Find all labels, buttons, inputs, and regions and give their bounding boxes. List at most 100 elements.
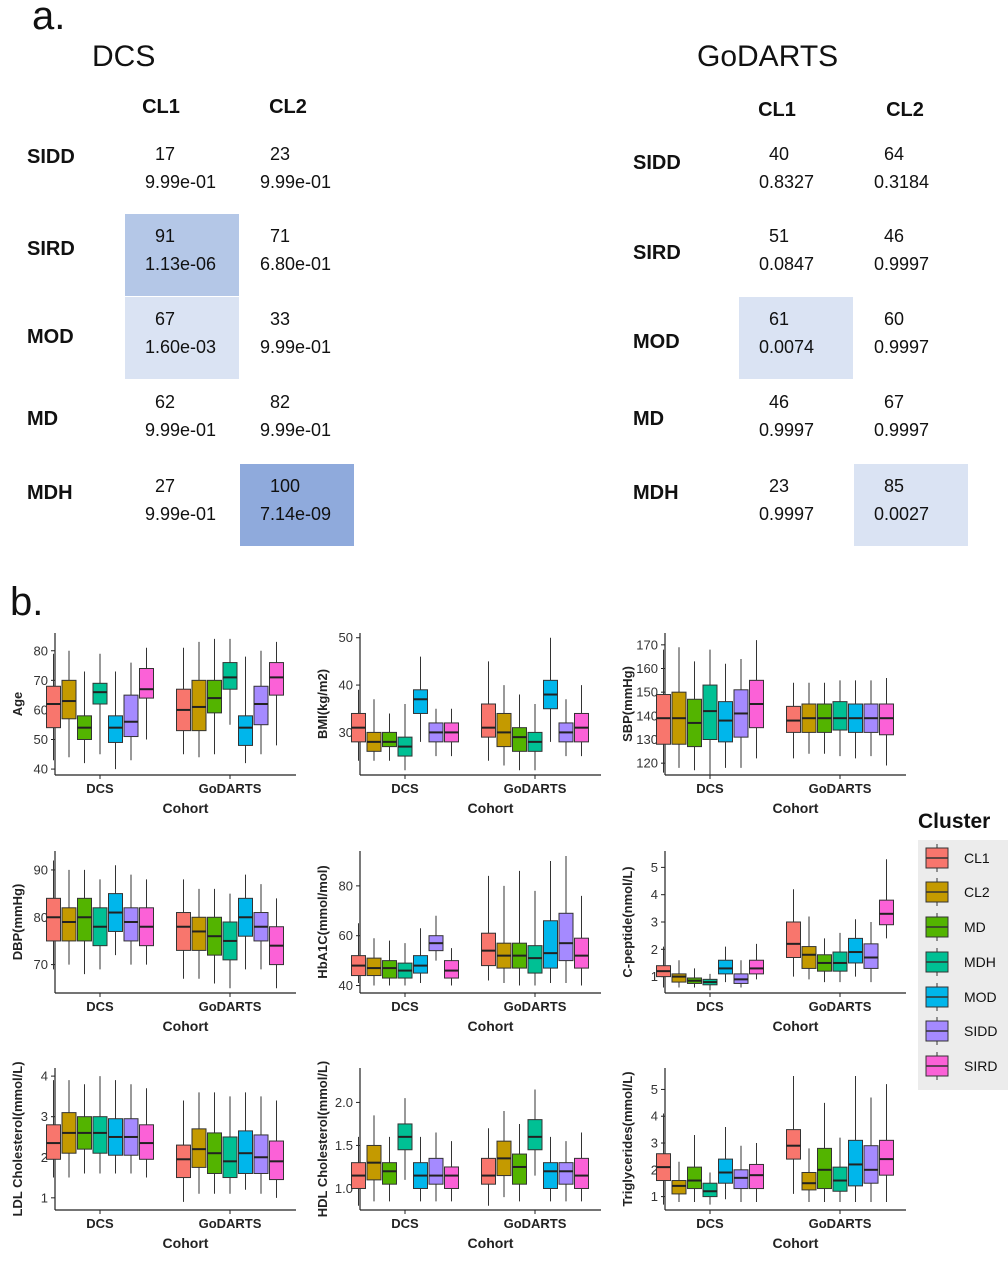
box-cl2-godarts (801, 916, 817, 980)
cell-p-value: 9.99e-01 (145, 504, 217, 524)
x-axis-title: Cohort (468, 800, 514, 815)
box-body (574, 937, 589, 969)
box-mdh-godarts (832, 1137, 848, 1202)
y-tick-label: 2 (651, 1162, 658, 1177)
box-mdh-dcs (702, 1172, 718, 1205)
box-cl2-dcs (61, 1080, 77, 1178)
dcs-col-head-cl1: CL1 (142, 96, 180, 118)
box-sird-dcs (444, 1141, 459, 1202)
dcs-cell-sird-cl1: 91 1.13e-06 (125, 214, 239, 296)
y-axis-title: Triglycerides(mmol/L) (620, 1071, 635, 1206)
box-mod-dcs (413, 1136, 428, 1202)
y-tick-label: 130 (636, 732, 658, 747)
y-tick-label: 120 (636, 756, 658, 771)
box-body (512, 727, 527, 752)
box-body (512, 1153, 527, 1185)
box-mod-dcs (108, 671, 123, 770)
cell-p-value: 0.3184 (874, 172, 930, 192)
box-md-dcs (382, 940, 397, 986)
cell-p-value: 7.14e-09 (260, 504, 332, 524)
box-mdh-godarts (222, 893, 238, 989)
y-tick-label: 60 (34, 702, 48, 717)
box-body (733, 1169, 749, 1190)
box-body (718, 959, 733, 975)
box-md-godarts (512, 870, 527, 986)
box-body (543, 1162, 558, 1189)
panel-a-label: a. (32, 0, 66, 38)
cell-p-value: 9.99e-01 (260, 172, 332, 192)
box-body (671, 973, 687, 983)
box-md-dcs (382, 1136, 397, 1202)
y-axis-title: SBP(mmHg) (620, 666, 635, 742)
cell-count: 67 (155, 309, 176, 329)
box-sidd-dcs (123, 662, 139, 761)
box-cl1-godarts (786, 682, 801, 759)
x-tick-label: GoDARTS (199, 1216, 262, 1231)
dcs-cell-mod-cl2: 33 9.99e-01 (240, 297, 354, 379)
box-body (718, 701, 733, 743)
legend-key-cl1 (924, 844, 950, 872)
box-body (61, 679, 77, 720)
x-tick-label: GoDARTS (504, 999, 567, 1014)
x-tick-label: GoDARTS (809, 781, 872, 796)
box-body (558, 912, 574, 962)
box-cl2-dcs (366, 938, 382, 986)
box-body (863, 1145, 879, 1184)
godarts-cell-md-cl2: 67 0.9997 (854, 380, 968, 462)
y-tick-label: 3 (41, 1109, 48, 1124)
y-tick-label: 40 (339, 678, 353, 693)
box-cl1-dcs (656, 1113, 671, 1205)
box-body (801, 1171, 817, 1191)
box-mdh-dcs (397, 1098, 413, 1180)
dcs-cell-md-cl1: 62 9.99e-01 (125, 380, 239, 462)
box-mdh-dcs (702, 649, 718, 775)
legend-item-cl1: CL1 (918, 842, 1008, 876)
legend-label: SIDD (964, 1023, 998, 1039)
box-body (879, 703, 894, 736)
legend-key-cl2 (924, 878, 950, 906)
box-md-godarts (512, 1123, 527, 1202)
box-mdh-dcs (92, 653, 108, 755)
box-body (496, 712, 512, 748)
box-md-godarts (207, 638, 222, 755)
y-tick-label: 70 (34, 957, 48, 972)
box-mdh-godarts (527, 1089, 543, 1176)
cell-count: 91 (155, 226, 176, 246)
box-sidd-godarts (558, 855, 574, 984)
dcs-cell-mdh-cl1: 27 9.99e-01 (125, 464, 239, 546)
godarts-row-head-sidd: SIDD (633, 152, 681, 174)
box-cl2-dcs (61, 650, 77, 758)
box-body (879, 1139, 894, 1176)
box-cl1-godarts (176, 879, 191, 979)
dcs-row-head-sidd: SIDD (27, 146, 75, 168)
x-tick-label: DCS (696, 781, 724, 796)
cell-p-value: 9.99e-01 (145, 420, 217, 440)
box-body (832, 1166, 848, 1192)
legend-label: CL1 (964, 850, 990, 866)
box-body (481, 1157, 496, 1185)
y-tick-label: 60 (339, 928, 353, 943)
box-sird-godarts (269, 641, 284, 746)
box-body (749, 1163, 764, 1190)
godarts-col-head-cl2: CL2 (886, 99, 924, 121)
box-sird-dcs (139, 647, 154, 740)
box-body (574, 1157, 589, 1189)
box-body (269, 662, 284, 696)
cell-p-value: 0.9997 (759, 504, 815, 524)
dcs-cell-mod-cl1: 67 1.60e-03 (125, 297, 239, 379)
y-tick-label: 80 (34, 910, 48, 925)
godarts-col-head-cl1: CL1 (758, 99, 796, 121)
box-sird-godarts (879, 677, 894, 766)
box-mod-dcs (718, 663, 733, 768)
box-body (77, 897, 92, 942)
y-tick-label: 50 (339, 630, 353, 645)
y-tick-label: 170 (636, 637, 658, 652)
godarts-cell-md-cl1: 46 0.9997 (739, 380, 853, 462)
godarts-row-head-mod: MOD (633, 331, 680, 353)
legend-key-mdh (924, 948, 950, 976)
dcs-cell-sidd-cl2: 23 9.99e-01 (240, 132, 354, 214)
box-body (46, 1124, 61, 1160)
cluster-legend: CL1 CL2 MD MDH MOD SIDD SIRD (918, 840, 1008, 1090)
y-axis-title: HDL Cholesterol(mmol/L) (315, 1061, 330, 1218)
godarts-row-head-sird: SIRD (633, 242, 681, 264)
